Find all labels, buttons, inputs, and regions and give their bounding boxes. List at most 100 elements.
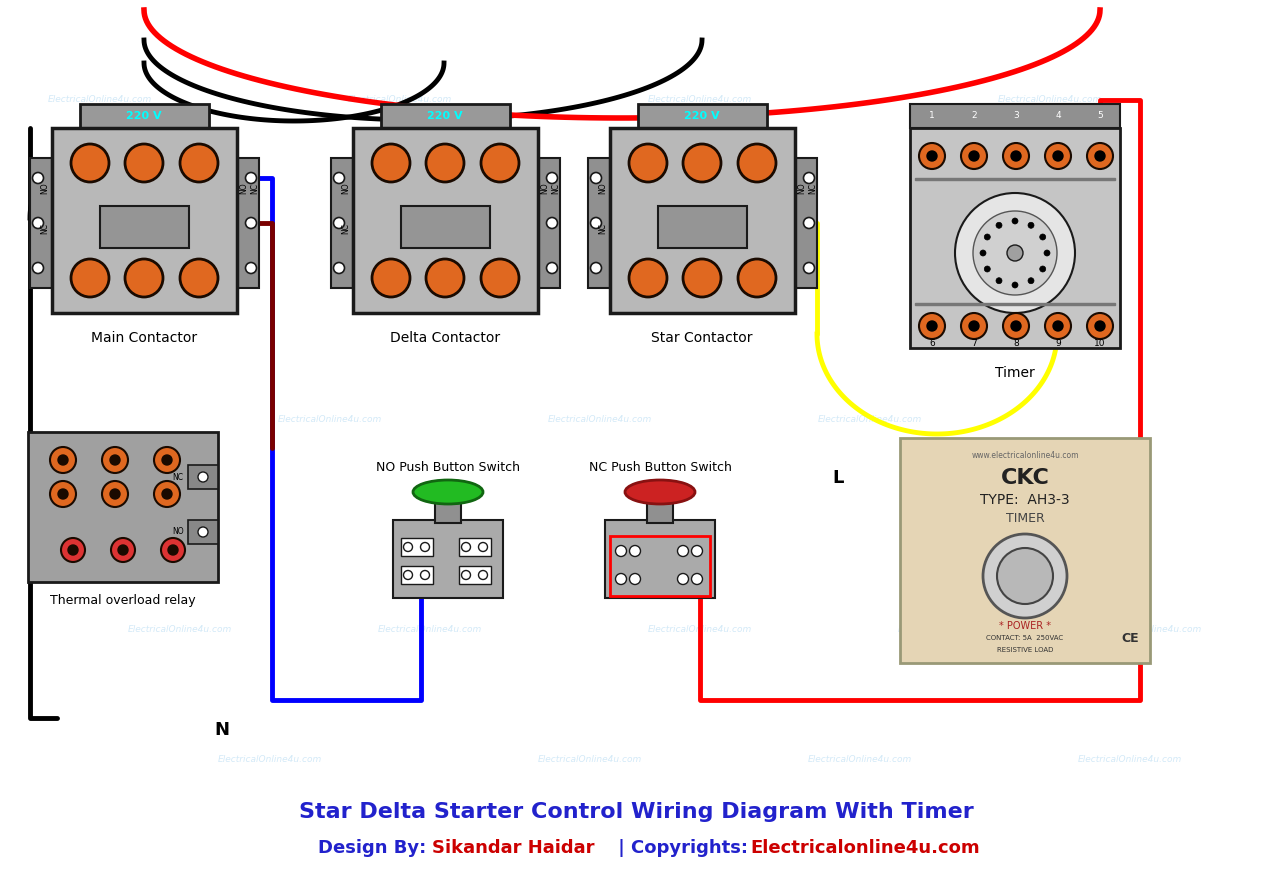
Circle shape [245,173,257,183]
Circle shape [403,543,412,552]
Circle shape [181,144,218,182]
Circle shape [50,481,76,507]
Circle shape [33,173,43,183]
Circle shape [1053,321,1063,331]
Text: 1: 1 [929,112,935,121]
Circle shape [162,538,184,562]
Bar [611,128,795,313]
Circle shape [59,489,67,499]
Text: NO: NO [41,182,50,194]
Text: 5: 5 [1098,112,1103,121]
Circle shape [1028,278,1034,283]
Circle shape [50,447,76,473]
Text: ElectricalOnline4u.com: ElectricalOnline4u.com [698,196,803,205]
Text: Star Delta Starter Control Wiring Diagram With Timer: Star Delta Starter Control Wiring Diagra… [299,802,973,822]
Circle shape [59,455,67,465]
Bar [459,538,491,556]
Text: Electricalonline4u.com: Electricalonline4u.com [750,839,979,857]
Circle shape [1088,313,1113,339]
Circle shape [102,481,128,507]
Text: ElectricalOnline4u.com: ElectricalOnline4u.com [647,96,752,105]
Text: ElectricalOnline4u.com: ElectricalOnline4u.com [808,755,912,764]
Text: 6: 6 [929,339,935,348]
Bar [188,465,218,489]
Circle shape [547,173,557,183]
Bar [188,520,218,544]
Text: ElectricalOnline4u.com: ElectricalOnline4u.com [538,755,642,764]
Circle shape [61,538,85,562]
Circle shape [1011,151,1021,161]
Circle shape [1004,313,1029,339]
Text: Timer: Timer [995,366,1035,380]
Text: * POWER *: * POWER * [999,621,1051,631]
Bar [237,158,259,288]
Circle shape [678,545,688,556]
Text: NO: NO [172,527,184,536]
Text: 2: 2 [972,112,977,121]
Circle shape [371,144,410,182]
Text: NO: NO [541,182,550,194]
Circle shape [421,570,430,579]
Bar [31,158,52,288]
Text: ElectricalOnline4u.com: ElectricalOnline4u.com [548,416,653,425]
Text: ElectricalOnline4u.com: ElectricalOnline4u.com [1098,626,1202,635]
Circle shape [683,259,721,297]
Bar [100,206,190,248]
Bar [658,206,747,248]
Text: RESISTIVE LOAD: RESISTIVE LOAD [997,647,1053,653]
Text: CE: CE [1121,631,1138,645]
Bar [401,538,432,556]
Text: ElectricalOnline4u.com: ElectricalOnline4u.com [378,626,482,635]
Text: 220 V: 220 V [427,111,463,121]
Circle shape [1046,313,1071,339]
Circle shape [1028,223,1034,228]
Bar [354,128,538,313]
Circle shape [927,151,937,161]
Circle shape [333,173,345,183]
Bar [588,158,611,288]
Text: ElectricalOnline4u.com: ElectricalOnline4u.com [277,416,382,425]
Circle shape [616,573,627,585]
Circle shape [969,151,979,161]
Circle shape [804,263,814,274]
Circle shape [462,570,471,579]
Circle shape [33,263,43,274]
Circle shape [969,321,979,331]
Circle shape [245,217,257,229]
Text: ElectricalOnline4u.com: ElectricalOnline4u.com [898,626,1002,635]
Text: NC: NC [552,182,561,193]
Circle shape [590,217,602,229]
Text: NC: NC [251,182,259,193]
Text: NC: NC [341,223,351,233]
Text: 9: 9 [1056,339,1061,348]
Text: ElectricalOnline4u.com: ElectricalOnline4u.com [218,755,322,764]
Text: 4: 4 [1056,112,1061,121]
Circle shape [245,263,257,274]
Circle shape [109,489,120,499]
Circle shape [1044,250,1049,256]
Circle shape [1046,143,1071,169]
Text: NO: NO [341,182,351,194]
Circle shape [102,447,128,473]
Bar [909,128,1121,348]
Text: NC: NC [809,182,818,193]
Circle shape [590,263,602,274]
Text: ElectricalOnline4u.com: ElectricalOnline4u.com [448,196,552,205]
Text: Main Contactor: Main Contactor [90,331,197,345]
Text: N: N [215,721,229,739]
Circle shape [616,545,627,556]
Text: ElectricalOnline4u.com: ElectricalOnline4u.com [968,196,1072,205]
Circle shape [33,217,43,229]
Circle shape [333,217,345,229]
Text: ElectricalOnline4u.com: ElectricalOnline4u.com [997,96,1102,105]
Text: Sikandar Haidar: Sikandar Haidar [432,839,594,857]
Circle shape [804,217,814,229]
Circle shape [118,545,128,555]
Circle shape [1095,151,1105,161]
Text: CKC: CKC [1001,468,1049,488]
Circle shape [590,173,602,183]
Text: ElectricalOnline4u.com: ElectricalOnline4u.com [128,626,232,635]
Circle shape [683,144,721,182]
Circle shape [371,259,410,297]
Circle shape [997,548,1053,604]
